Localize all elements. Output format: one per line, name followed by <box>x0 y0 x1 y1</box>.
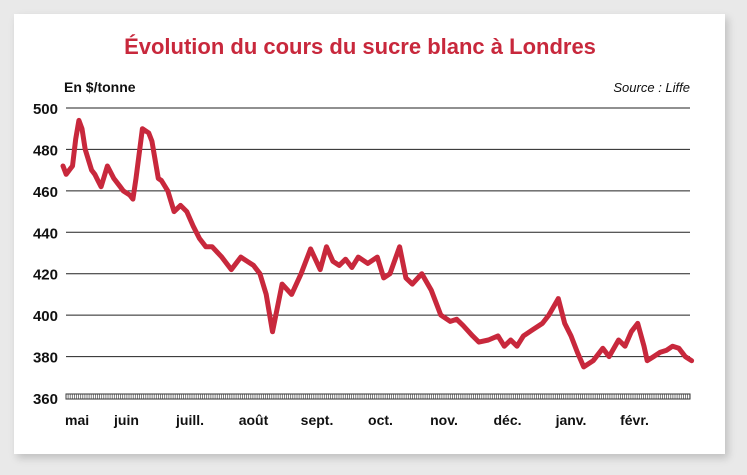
source-note: Source : Liffe <box>613 80 690 95</box>
y-tick-label: 360 <box>33 391 58 408</box>
y-tick-label: 460 <box>33 184 58 201</box>
grid-lines <box>66 107 690 358</box>
x-tick-label: déc. <box>493 412 521 428</box>
price-series-line <box>60 117 695 370</box>
chart-card <box>14 14 725 454</box>
y-tick-label: 440 <box>33 225 58 242</box>
y-tick-label: 420 <box>33 267 58 284</box>
chart-title: Évolution du cours du sucre blanc à Lond… <box>124 34 596 59</box>
x-tick-labels: mai juin juill. août sept. oct. nov. déc. janv. f… <box>65 412 649 428</box>
y-tick-label: 380 <box>33 350 58 367</box>
x-tick-label: nov. <box>430 412 458 428</box>
x-tick-label: août <box>239 412 269 428</box>
x-tick-label: sept. <box>301 412 334 428</box>
y-tick-labels: 360 380 400 420 440 460 480 500 <box>33 101 58 408</box>
x-axis <box>65 393 691 400</box>
x-tick-label: janv. <box>555 412 587 428</box>
y-tick-label: 400 <box>33 308 58 325</box>
y-tick-label: 480 <box>33 142 58 159</box>
y-tick-label: 500 <box>33 101 58 118</box>
x-tick-label: juill. <box>175 412 204 428</box>
x-tick-label: oct. <box>368 412 393 428</box>
y-axis-unit-label: En $/tonne <box>64 79 136 95</box>
x-tick-label: mai <box>65 412 89 428</box>
x-tick-label: févr. <box>620 412 649 428</box>
x-axis-baseline <box>65 393 691 400</box>
x-tick-label: juin <box>113 412 139 428</box>
